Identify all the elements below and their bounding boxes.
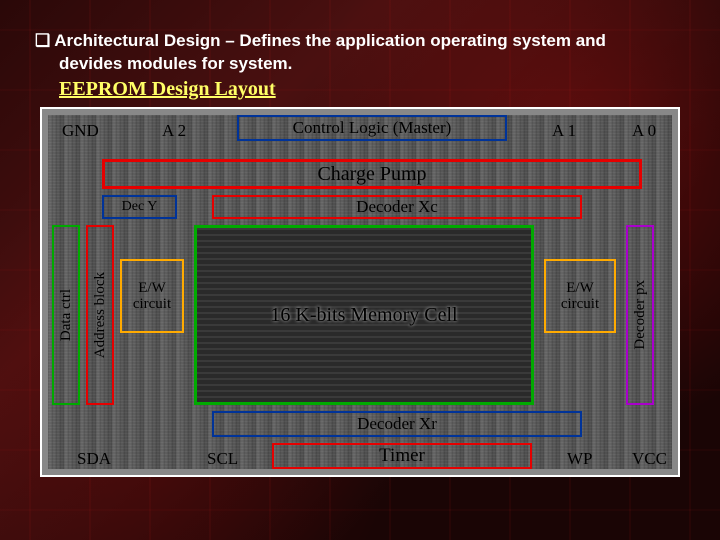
pin-a2: A 2 (162, 121, 186, 141)
block-charge-pump: Charge Pump (102, 159, 642, 189)
pin-wp: WP (567, 449, 593, 469)
label-decoder-xr: Decoder Xr (357, 414, 437, 434)
pin-a0: A 0 (632, 121, 656, 141)
block-control-logic: Control Logic (Master) (237, 115, 507, 141)
label-memory: 16 K-bits Memory Cell (262, 300, 465, 331)
heading-line1: ❑Architectural Design – Defines the appl… (35, 30, 685, 52)
block-data-ctrl: Data ctrl (52, 225, 80, 405)
pin-gnd: GND (62, 121, 99, 141)
label-decoder-xc: Decoder Xc (356, 197, 438, 217)
block-decoder-px: Decoder px (626, 225, 654, 405)
label-decoder-px: Decoder px (632, 280, 649, 350)
layout-title: EEPROM Design Layout (59, 78, 685, 101)
block-decoder-xr: Decoder Xr (212, 411, 582, 437)
block-dec-y: Dec Y (102, 195, 177, 219)
label-charge-pump: Charge Pump (317, 163, 426, 186)
label-ew-right: E/W circuit (546, 280, 614, 313)
pin-sda: SDA (77, 449, 111, 469)
label-data-ctrl: Data ctrl (58, 289, 75, 341)
pin-vcc: VCC (632, 449, 667, 469)
chip-diagram: GND A 2 A 1 A 0 Control Logic (Master) C… (40, 107, 680, 477)
block-ew-right: E/W circuit (544, 259, 616, 333)
pin-a1: A 1 (552, 121, 576, 141)
label-address-block: Address block (92, 272, 109, 358)
heading-text-1: Architectural Design – Defines the appli… (54, 31, 606, 50)
slide-content: ❑Architectural Design – Defines the appl… (0, 0, 720, 497)
heading-line2: devides modules for system. (59, 54, 685, 74)
block-timer: Timer (272, 443, 532, 469)
block-memory-cell: 16 K-bits Memory Cell (194, 225, 534, 405)
block-decoder-xc: Decoder Xc (212, 195, 582, 219)
label-control-logic: Control Logic (Master) (293, 118, 452, 138)
label-timer: Timer (379, 445, 425, 467)
label-dec-y: Dec Y (122, 199, 158, 215)
block-ew-left: E/W circuit (120, 259, 184, 333)
label-ew-left: E/W circuit (122, 280, 182, 313)
bullet-icon: ❑ (35, 31, 50, 50)
block-address: Address block (86, 225, 114, 405)
pin-scl: SCL (207, 449, 238, 469)
